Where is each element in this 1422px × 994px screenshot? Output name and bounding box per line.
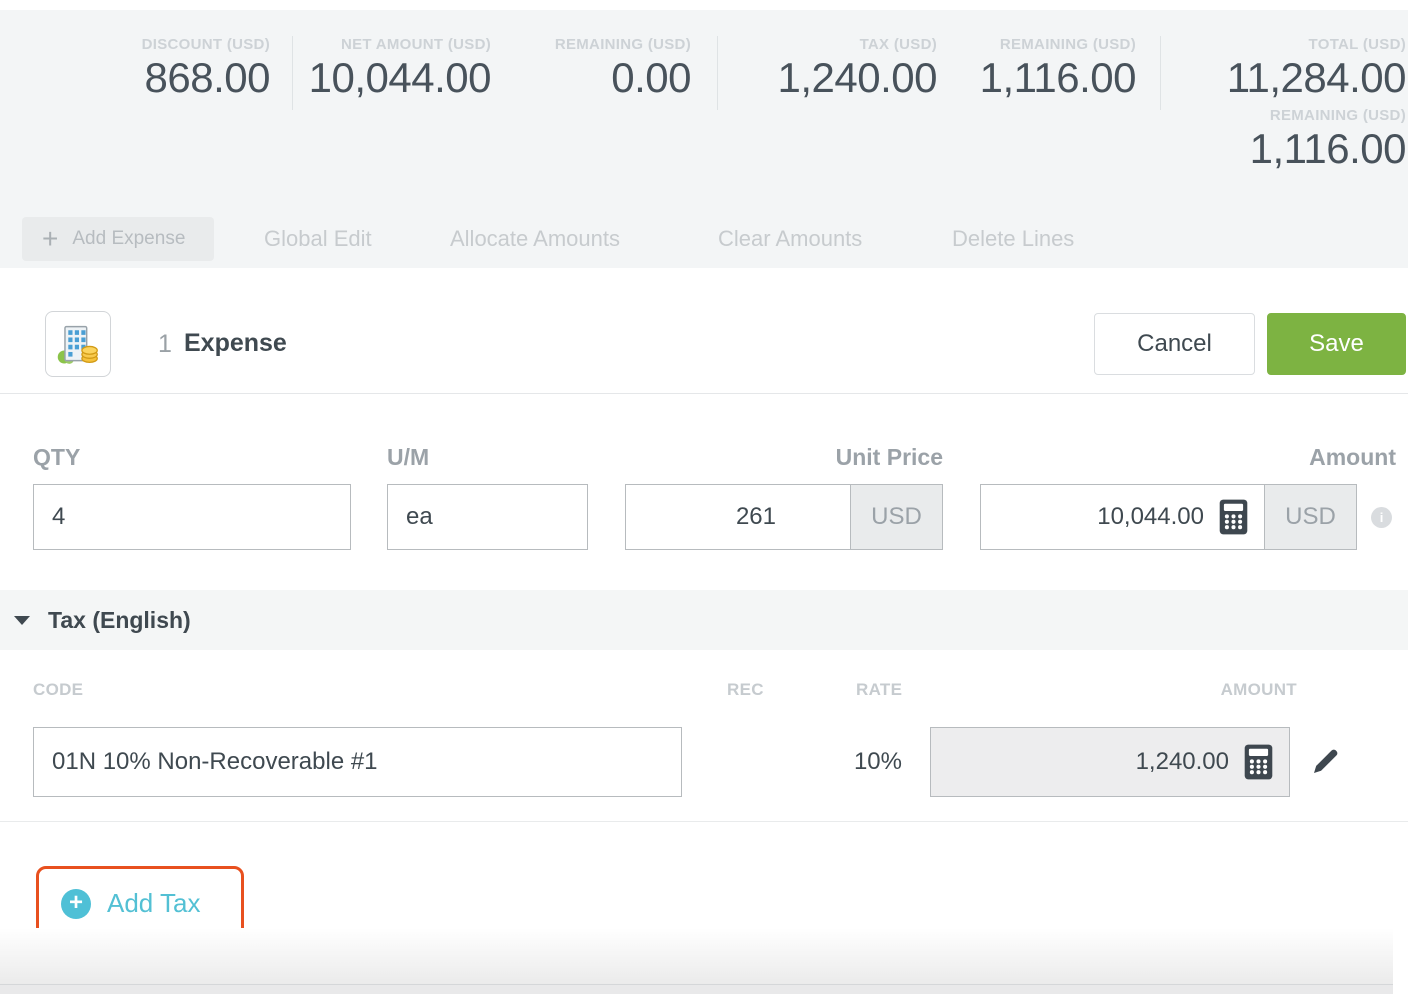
calculator-icon[interactable] — [1219, 499, 1248, 535]
bottom-fade — [0, 928, 1393, 984]
summary-remaining-tax: REMAINING (USD) 1,116.00 — [936, 36, 1137, 101]
summary-tax-value: 1,240.00 — [777, 54, 938, 101]
tax-amount-column-label: AMOUNT — [1220, 680, 1297, 699]
expense-type-icon-box — [45, 311, 111, 377]
tax-code-column-label: CODE — [33, 680, 84, 699]
add-expense-label: Add Expense — [72, 228, 186, 249]
um-input[interactable] — [387, 484, 588, 550]
amount-field[interactable]: 10,044.00 — [980, 484, 1265, 550]
cancel-button[interactable]: Cancel — [1094, 313, 1255, 375]
line-title: Expense — [184, 329, 287, 357]
um-label: U/M — [387, 444, 430, 470]
footer-strip — [0, 984, 1393, 994]
summary-net-amount-label: NET AMOUNT (USD) — [340, 36, 491, 53]
summary-tax-label: TAX (USD) — [859, 36, 937, 53]
pencil-icon — [1314, 749, 1338, 773]
summary-remaining-total-value: 1,116.00 — [1249, 125, 1407, 172]
clear-amounts-button[interactable]: Clear Amounts — [718, 226, 863, 251]
unit-price-label: Unit Price — [835, 444, 943, 470]
line-number: 1 — [158, 330, 172, 358]
calculator-icon[interactable] — [1244, 744, 1273, 780]
tax-amount-field[interactable]: 1,240.00 — [930, 727, 1290, 797]
global-edit-button[interactable]: Global Edit — [264, 226, 372, 251]
summary-net-amount: NET AMOUNT (USD) 10,044.00 — [296, 36, 492, 101]
summary-remaining-net-value: 0.00 — [611, 54, 691, 101]
summary-remaining-tax-label: REMAINING (USD) — [999, 36, 1136, 53]
tax-section-header: Tax (English) — [0, 590, 1408, 650]
amount-value: 10,044.00 — [1097, 503, 1204, 530]
qty-label: QTY — [33, 444, 81, 470]
tax-rec-column-label: REC — [727, 680, 764, 699]
unit-price-currency: USD — [851, 484, 943, 550]
summary-panel: DISCOUNT (USD) 868.00 NET AMOUNT (USD) 1… — [0, 10, 1408, 268]
summary-total-value: 11,284.00 — [1226, 54, 1407, 101]
tax-section-title: Tax (English) — [48, 606, 191, 633]
tax-table: CODE REC RATE AMOUNT 10% 1,240.00 — [0, 650, 1408, 822]
info-icon[interactable]: i — [1371, 507, 1392, 528]
line-fields: QTY U/M Unit Price Amount USD 10,044.00 … — [0, 394, 1408, 590]
tax-code-input[interactable] — [33, 727, 682, 797]
unit-price-input[interactable] — [625, 484, 851, 550]
summary-divider — [292, 36, 293, 110]
amount-label: Amount — [1309, 444, 1396, 470]
summary-remaining-net: REMAINING (USD) 0.00 — [491, 36, 692, 101]
summary-discount-label: DISCOUNT (USD) — [141, 36, 270, 53]
summary-remaining-net-label: REMAINING (USD) — [554, 36, 691, 53]
summary-divider — [1160, 36, 1161, 110]
summary-remaining-tax-value: 1,116.00 — [979, 54, 1137, 101]
tax-rate-column-label: RATE — [856, 680, 903, 699]
summary-discount-value: 868.00 — [144, 54, 271, 101]
plus-circle-icon: + — [61, 888, 91, 919]
summary-total: TOTAL (USD) 11,284.00 REMAINING (USD) 1,… — [1186, 36, 1407, 172]
summary-total-label: TOTAL (USD) — [1308, 36, 1406, 53]
expense-line-header: 1 Expense Cancel Save — [0, 268, 1408, 394]
tax-amount-value: 1,240.00 — [1135, 748, 1229, 775]
save-button[interactable]: Save — [1267, 313, 1406, 375]
add-expense-button[interactable]: + Add Expense — [22, 217, 214, 261]
edit-tax-button[interactable] — [1310, 745, 1342, 782]
summary-discount: DISCOUNT (USD) 868.00 — [60, 36, 271, 101]
summary-net-amount-value: 10,044.00 — [308, 54, 492, 101]
building-coins-icon — [57, 325, 98, 364]
tax-rate-value: 10% — [853, 748, 902, 775]
add-tax-label: Add Tax — [107, 888, 201, 918]
delete-lines-button[interactable]: Delete Lines — [952, 226, 1075, 251]
amount-currency: USD — [1265, 484, 1357, 550]
plus-icon: + — [42, 223, 59, 254]
summary-remaining-total-label: REMAINING (USD) — [1269, 107, 1406, 124]
allocate-amounts-button[interactable]: Allocate Amounts — [450, 226, 620, 251]
summary-divider — [717, 36, 718, 110]
collapse-caret-icon[interactable] — [14, 615, 30, 625]
summary-tax: TAX (USD) 1,240.00 — [737, 36, 938, 101]
qty-input[interactable] — [33, 484, 351, 550]
